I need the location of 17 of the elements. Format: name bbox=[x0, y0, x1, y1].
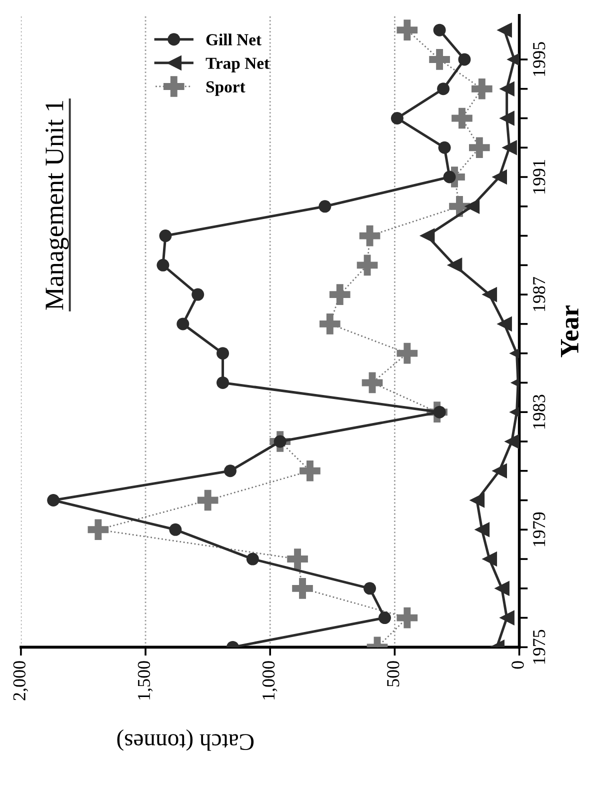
x-tick-label: 1,500 bbox=[138, 661, 153, 700]
x-axis-title: Catch (tonnes) bbox=[117, 729, 254, 751]
y-tick-label: 1995 bbox=[533, 42, 546, 76]
y-tick-label: 1983 bbox=[533, 394, 546, 429]
legend-label: Gill Net bbox=[206, 34, 262, 46]
text: Management Unit 1 bbox=[46, 100, 69, 310]
y-tick-label: 1979 bbox=[533, 512, 546, 546]
legend-label: Trap Net bbox=[206, 58, 270, 72]
legend-label: Sport bbox=[206, 81, 246, 96]
y-tick-label: 1987 bbox=[533, 277, 546, 312]
x-tick-label: 1,000 bbox=[262, 661, 278, 700]
y-tick-label: 1991 bbox=[533, 160, 546, 194]
x-tick-label: 500 bbox=[387, 661, 400, 686]
y-axis-title: Year bbox=[561, 305, 579, 358]
x-tick-label: 0 bbox=[512, 661, 524, 669]
x-tick-label: 2,000 bbox=[13, 661, 28, 700]
y-tick-label: 1975 bbox=[533, 630, 546, 664]
